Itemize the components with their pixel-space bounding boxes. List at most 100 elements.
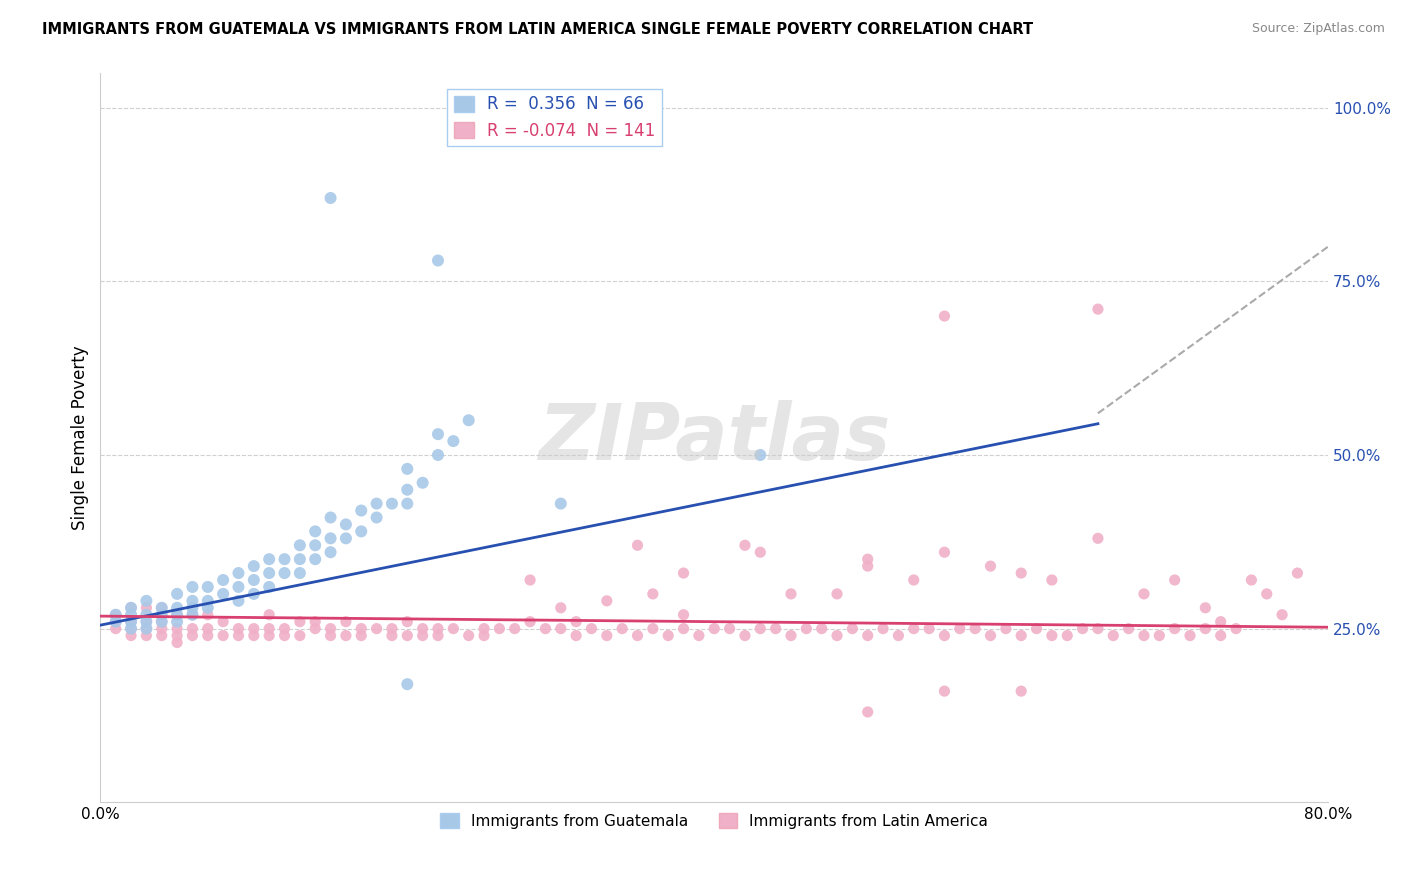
Point (181, 580, 204, 594)
Point (841, 622, 863, 636)
Point (965, 622, 987, 636)
Point (120, 615, 142, 629)
Point (780, 587, 803, 601)
Point (718, 622, 741, 636)
Point (427, 253, 450, 268)
Point (150, 600, 173, 615)
Text: Source: ZipAtlas.com: Source: ZipAtlas.com (1251, 22, 1385, 36)
Point (565, 629, 588, 643)
Point (534, 622, 557, 636)
Point (135, 594, 157, 608)
Point (257, 622, 280, 636)
Point (304, 552, 326, 566)
Point (427, 427, 450, 442)
Point (856, 552, 879, 566)
Point (319, 545, 342, 559)
Point (734, 538, 756, 552)
Point (273, 552, 295, 566)
Point (150, 615, 173, 629)
Point (166, 629, 188, 643)
Point (427, 448, 450, 462)
Point (257, 552, 280, 566)
Point (304, 615, 326, 629)
Point (825, 629, 848, 643)
Point (228, 566, 250, 580)
Point (1102, 629, 1125, 643)
Point (181, 594, 204, 608)
Point (1225, 622, 1247, 636)
Point (243, 629, 266, 643)
Point (810, 622, 832, 636)
Point (197, 600, 219, 615)
Point (396, 497, 419, 511)
Point (304, 524, 326, 539)
Point (626, 538, 648, 552)
Point (150, 622, 173, 636)
Point (1040, 573, 1063, 587)
Point (166, 622, 188, 636)
Point (212, 587, 235, 601)
Point (273, 622, 295, 636)
Point (212, 573, 235, 587)
Point (441, 622, 464, 636)
Point (1118, 622, 1140, 636)
Point (780, 629, 803, 643)
Point (934, 684, 956, 698)
Point (212, 629, 235, 643)
Point (197, 629, 219, 643)
Point (166, 607, 188, 622)
Point (150, 607, 173, 622)
Point (104, 607, 127, 622)
Point (135, 615, 157, 629)
Point (350, 503, 373, 517)
Point (749, 545, 772, 559)
Point (319, 191, 342, 205)
Point (1010, 566, 1032, 580)
Point (335, 517, 357, 532)
Point (166, 607, 188, 622)
Point (257, 580, 280, 594)
Point (1133, 587, 1156, 601)
Point (903, 573, 925, 587)
Point (412, 622, 434, 636)
Point (366, 510, 388, 524)
Text: ZIPatlas: ZIPatlas (538, 400, 890, 475)
Point (243, 587, 266, 601)
Point (934, 545, 956, 559)
Point (135, 622, 157, 636)
Point (150, 615, 173, 629)
Point (257, 607, 280, 622)
Point (550, 497, 572, 511)
Point (503, 622, 526, 636)
Point (412, 629, 434, 643)
Point (288, 615, 311, 629)
Point (288, 629, 311, 643)
Point (887, 629, 910, 643)
Point (288, 566, 311, 580)
Point (228, 580, 250, 594)
Point (765, 622, 787, 636)
Point (396, 677, 419, 691)
Point (381, 497, 404, 511)
Point (104, 615, 127, 629)
Point (166, 635, 188, 649)
Point (1256, 587, 1278, 601)
Point (688, 629, 710, 643)
Point (934, 309, 956, 323)
Point (1133, 629, 1156, 643)
Point (596, 629, 619, 643)
Point (1025, 622, 1047, 636)
Point (197, 607, 219, 622)
Point (794, 622, 817, 636)
Point (1163, 573, 1185, 587)
Point (1149, 629, 1171, 643)
Point (749, 448, 772, 462)
Point (120, 607, 142, 622)
Point (427, 629, 450, 643)
Point (350, 629, 373, 643)
Point (243, 573, 266, 587)
Point (350, 524, 373, 539)
Point (120, 629, 142, 643)
Point (335, 532, 357, 546)
Point (626, 629, 648, 643)
